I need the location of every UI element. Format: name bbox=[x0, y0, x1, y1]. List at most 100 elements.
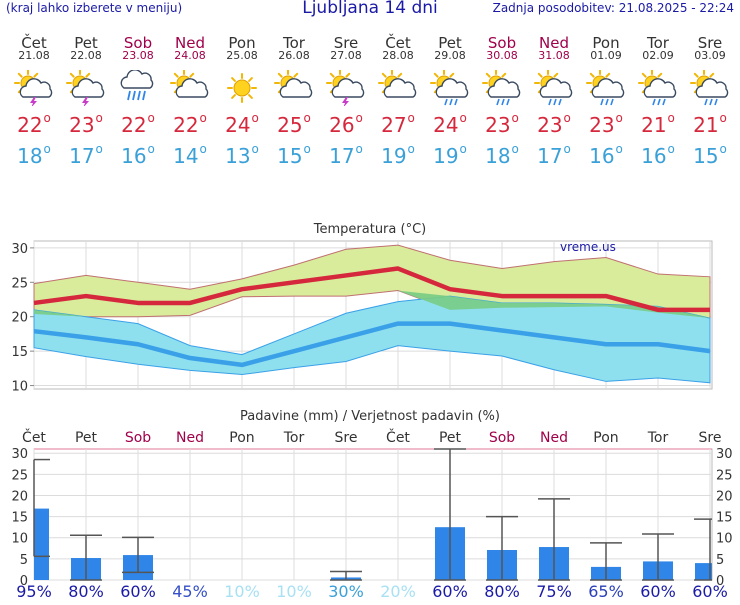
x-tick-label: Ned bbox=[176, 430, 204, 446]
min-temperature-value: 15 bbox=[277, 144, 303, 168]
max-temperature-value: 23 bbox=[485, 113, 511, 137]
day-date: 03.09 bbox=[694, 49, 726, 62]
degree-symbol: o bbox=[355, 111, 363, 125]
y-tick-label-left: 20 bbox=[11, 489, 28, 504]
degree-symbol: o bbox=[95, 111, 103, 125]
day-name: Čet bbox=[385, 34, 411, 52]
y-tick-label-left: 25 bbox=[11, 468, 28, 483]
max-temperature: 22o bbox=[112, 111, 164, 137]
region-menu-hint[interactable]: (kraj lahko izberete v meniju) bbox=[6, 1, 183, 15]
min-temperature: 14o bbox=[164, 142, 216, 168]
y-tick-label: 20 bbox=[11, 311, 28, 326]
sun-cloud-rain-icon bbox=[482, 70, 521, 106]
min-temperature: 16o bbox=[580, 142, 632, 168]
min-temperature: 15o bbox=[684, 142, 736, 168]
y-tick-label-right: 0 bbox=[716, 574, 724, 589]
degree-symbol: o bbox=[563, 111, 571, 125]
y-tick-label-right: 15 bbox=[716, 511, 733, 526]
sun-cloud-thunder-icon bbox=[66, 70, 105, 106]
precip-probability: 60% bbox=[640, 582, 676, 601]
x-tick-label: Pet bbox=[75, 430, 98, 446]
sun-cloud-rain-icon bbox=[534, 70, 573, 106]
max-temperature-value: 23 bbox=[69, 113, 95, 137]
min-temperature-value: 16 bbox=[641, 144, 667, 168]
x-tick-label: Pon bbox=[229, 430, 254, 446]
degree-symbol: o bbox=[43, 142, 51, 156]
day-date: 31.08 bbox=[538, 49, 570, 62]
day-name: Ned bbox=[175, 34, 205, 52]
chart-title: Temperatura (°C) bbox=[313, 222, 426, 237]
degree-symbol: o bbox=[511, 111, 519, 125]
degree-symbol: o bbox=[615, 142, 623, 156]
y-tick-label-left: 5 bbox=[20, 553, 28, 568]
day-name: Sre bbox=[697, 34, 723, 52]
precip-probability: 95% bbox=[16, 582, 52, 601]
min-temperature: 18o bbox=[8, 142, 60, 168]
min-temperature: 13o bbox=[216, 142, 268, 168]
degree-symbol: o bbox=[511, 142, 519, 156]
max-temperature-line bbox=[33, 266, 710, 313]
sun-cloud-icon bbox=[274, 70, 313, 98]
min-temperature-value: 19 bbox=[381, 144, 407, 168]
precip-probability: 10% bbox=[224, 582, 260, 601]
min-temperature-value: 16 bbox=[121, 144, 147, 168]
day-name: Ned bbox=[539, 34, 569, 52]
min-temperature-value: 17 bbox=[69, 144, 95, 168]
x-tick-label: Čet bbox=[386, 428, 410, 446]
degree-symbol: o bbox=[459, 142, 467, 156]
degree-symbol: o bbox=[459, 111, 467, 125]
y-tick-label-right: 30 bbox=[716, 447, 733, 462]
chart-title: Padavine (mm) / Verjetnost padavin (%) bbox=[240, 409, 500, 424]
max-temperature: 24o bbox=[216, 111, 268, 137]
sun-cloud-icon bbox=[378, 70, 417, 98]
degree-symbol: o bbox=[303, 142, 311, 156]
min-temperature-value: 18 bbox=[17, 144, 43, 168]
max-temperature-value: 21 bbox=[693, 113, 719, 137]
band-overlap bbox=[34, 290, 710, 319]
precip-probability: 20% bbox=[380, 582, 416, 601]
precip-bar bbox=[695, 563, 712, 580]
x-tick-label: Čet bbox=[22, 428, 46, 446]
max-temperature-value: 23 bbox=[589, 113, 615, 137]
x-tick-label: Sre bbox=[699, 430, 722, 446]
max-temperature-value: 22 bbox=[121, 113, 147, 137]
degree-symbol: o bbox=[615, 111, 623, 125]
precip-range bbox=[486, 515, 518, 581]
y-tick-label-right: 25 bbox=[716, 468, 733, 483]
max-temperature-value: 24 bbox=[225, 113, 251, 137]
max-temperature-value: 26 bbox=[329, 113, 355, 137]
day-date: 30.08 bbox=[486, 49, 518, 62]
precip-probability: 30% bbox=[328, 582, 364, 601]
day-date: 27.08 bbox=[330, 49, 362, 62]
sun-cloud-rain-icon bbox=[638, 70, 677, 106]
day-name: Sob bbox=[487, 34, 517, 52]
precip-range bbox=[694, 518, 712, 581]
day-name: Čet bbox=[21, 34, 47, 52]
degree-symbol: o bbox=[251, 142, 259, 156]
watermark: vreme.us bbox=[560, 240, 616, 254]
precip-probability: 60% bbox=[692, 582, 728, 601]
precip-range bbox=[70, 534, 102, 581]
min-temperature: 17o bbox=[60, 142, 112, 168]
degree-symbol: o bbox=[407, 111, 415, 125]
last-update: Zadnja posodobitev: 21.08.2025 - 22:24 bbox=[492, 1, 734, 15]
degree-symbol: o bbox=[355, 142, 363, 156]
day-name: Tor bbox=[647, 34, 669, 52]
sun-cloud-thunder-icon bbox=[14, 70, 53, 106]
min-temperature-value: 14 bbox=[173, 144, 199, 168]
x-tick-label: Pet bbox=[439, 430, 462, 446]
x-tick-label: Sre bbox=[335, 430, 358, 446]
min-temperature: 19o bbox=[372, 142, 424, 168]
min-temperature-value: 16 bbox=[589, 144, 615, 168]
x-tick-label: Sob bbox=[125, 430, 151, 446]
x-tick-label: Sob bbox=[489, 430, 515, 446]
min-temperature-value: 17 bbox=[329, 144, 355, 168]
max-temperature: 23o bbox=[60, 111, 112, 137]
y-tick-label: 25 bbox=[11, 276, 28, 291]
sun-cloud-rain-icon bbox=[586, 70, 625, 106]
precip-range bbox=[33, 458, 50, 558]
min-temperature-value: 17 bbox=[537, 144, 563, 168]
page-title: Ljubljana 14 dni bbox=[302, 0, 438, 18]
y-tick-label-right: 10 bbox=[716, 532, 733, 547]
